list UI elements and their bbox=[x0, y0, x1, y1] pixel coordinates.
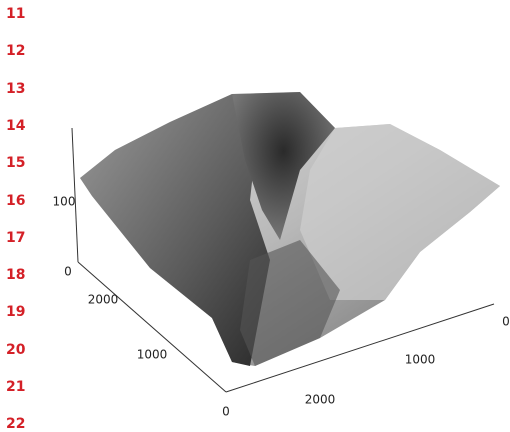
axis-tick-label: 1000 bbox=[137, 348, 168, 362]
axis-tick-label: 0 bbox=[222, 405, 230, 419]
z-tick-label: 0 bbox=[64, 265, 72, 279]
z-tick-label: 100 bbox=[53, 195, 76, 209]
axis-tick-label: 2000 bbox=[88, 293, 119, 307]
surface-figure: 100 0 2000 1000 0 2000 1000 0 bbox=[0, 0, 510, 426]
axis-tick-label: 2000 bbox=[305, 393, 336, 407]
axis-tick-label: 1000 bbox=[405, 353, 436, 367]
axis-tick-label: 0 bbox=[502, 315, 510, 329]
surface bbox=[80, 92, 500, 366]
page: 111213141516171819202122 100 0 2000 1000… bbox=[0, 0, 510, 426]
surface-right-slope bbox=[300, 124, 500, 300]
